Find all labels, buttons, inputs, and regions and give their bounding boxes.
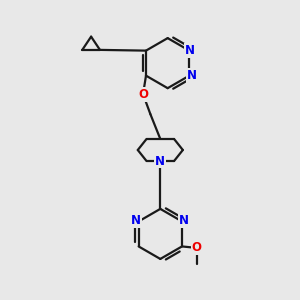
- Text: O: O: [192, 242, 202, 254]
- Text: N: N: [179, 214, 189, 227]
- Text: N: N: [131, 214, 141, 227]
- Text: O: O: [138, 88, 148, 101]
- Text: N: N: [155, 154, 165, 167]
- Text: N: N: [187, 69, 197, 82]
- Text: N: N: [185, 44, 195, 57]
